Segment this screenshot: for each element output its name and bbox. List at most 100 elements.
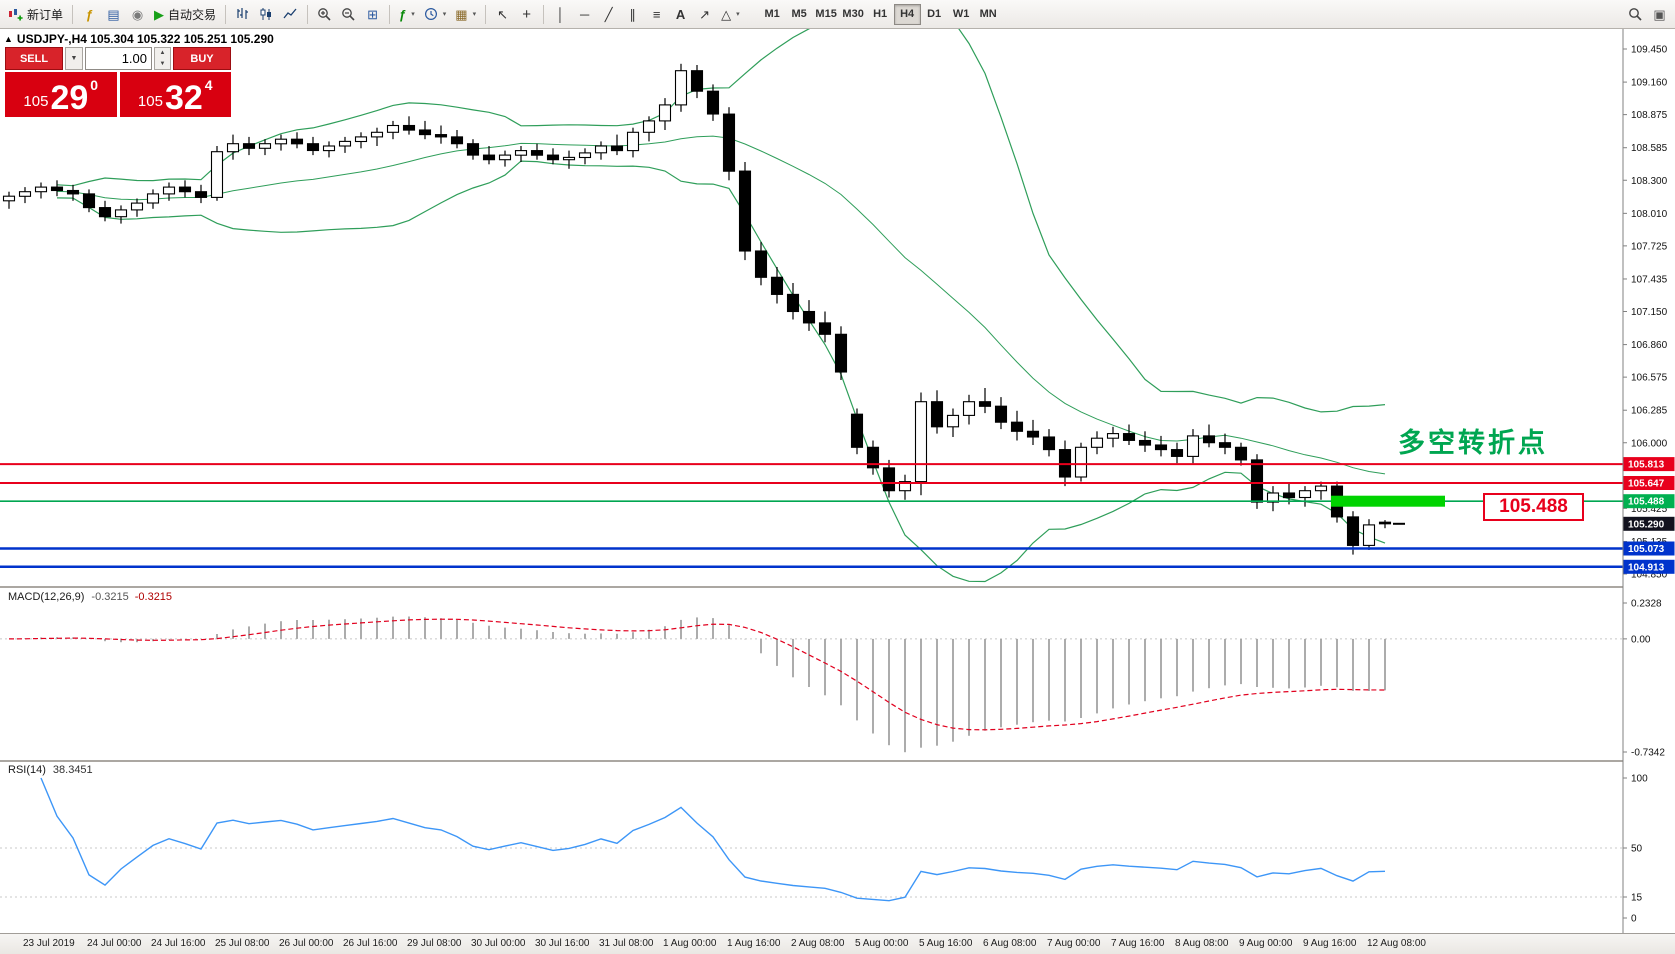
timeframe-m5-button[interactable]: M5 — [786, 4, 813, 25]
cursor-button[interactable]: ↖ — [491, 3, 514, 26]
time-label: 6 Aug 08:00 — [983, 938, 1037, 949]
svg-text:104.913: 104.913 — [1628, 562, 1665, 573]
indicators-button[interactable]: ƒ ▾ — [395, 3, 419, 26]
arrow-tool-button[interactable]: ↗ — [693, 3, 716, 26]
buy-button[interactable]: BUY — [173, 47, 231, 70]
time-label: 26 Jul 00:00 — [279, 938, 334, 949]
crosshair-button[interactable]: + — [515, 3, 538, 26]
bar-chart-button[interactable] — [231, 3, 254, 26]
line-chart-button[interactable] — [279, 3, 302, 26]
new-order-button[interactable]: 新订单 — [4, 3, 67, 26]
chevron-down-icon: ▾ — [442, 11, 447, 18]
metaeditor-button[interactable]: ƒ — [78, 3, 101, 26]
market-watch-button[interactable]: ▤ — [102, 3, 125, 26]
timeframe-w1-button[interactable]: W1 — [948, 4, 975, 25]
auto-trading-label: 自动交易 — [168, 7, 217, 22]
volume-dropdown-button[interactable]: ▼ — [65, 47, 83, 70]
svg-text:-0.7342: -0.7342 — [1631, 748, 1665, 759]
fibonacci-button[interactable]: ≡ — [645, 3, 668, 26]
auto-trading-button[interactable]: ▶ 自动交易 — [150, 3, 220, 26]
svg-text:0.2328: 0.2328 — [1631, 599, 1662, 610]
one-click-panel-toggle-icon[interactable]: ▲ — [4, 34, 13, 44]
templates-button[interactable]: ▦ ▾ — [451, 3, 480, 26]
periods-button[interactable]: ▾ — [420, 3, 451, 26]
main-chart[interactable]: 109.450 109.160 108.875 108.585 108.300 108.0… — [0, 29, 1675, 586]
svg-text:50: 50 — [1631, 844, 1643, 855]
new-order-icon — [8, 7, 23, 21]
svg-text:109.160: 109.160 — [1631, 78, 1668, 89]
zoom-in-button[interactable] — [313, 3, 336, 26]
sell-price-sup: 0 — [90, 77, 99, 93]
text-tool-icon: A — [675, 6, 686, 22]
tile-windows-button[interactable]: ⊞ — [361, 3, 384, 26]
svg-text:104.850: 104.850 — [1631, 570, 1668, 581]
shapes-icon: △ — [721, 6, 732, 22]
trendline-button[interactable]: ╱ — [597, 3, 620, 26]
sell-price-panel[interactable]: 105 29 0 — [5, 72, 117, 117]
rsi-name: RSI(14) — [8, 764, 46, 776]
highlight-segment[interactable] — [1331, 495, 1445, 507]
panel-separator[interactable] — [0, 760, 1675, 762]
zoom-in-icon — [317, 7, 332, 22]
panels-button[interactable]: ▣ — [1648, 3, 1671, 26]
time-label: 31 Jul 08:00 — [599, 938, 654, 949]
macd-main-value: -0.3215 — [91, 591, 129, 603]
macd-axis[interactable]: 0.2328 0.00 -0.7342 — [1622, 586, 1675, 760]
macd-panel[interactable]: 0.2328 0.00 -0.7342 — [0, 586, 1675, 760]
svg-text:108.875: 108.875 — [1631, 110, 1668, 121]
toolbar: 新订单 ƒ ▤ ◉ ▶ 自动交易 ⊞ ƒ ▾ ▾ ▦ ▾ ↖ + │ ─ ╱ ∥ ≡… — [0, 0, 1675, 29]
timeframe-h4-button[interactable]: H4 — [893, 3, 921, 25]
volume-stepper[interactable]: ▲ ▼ — [154, 47, 171, 70]
timeframe-h1-button[interactable]: H1 — [867, 4, 894, 25]
toolbar-separator — [307, 4, 309, 24]
annotation-text: 多空转折点 — [1398, 428, 1548, 458]
market-watch-icon: ▤ — [107, 6, 120, 22]
vertical-line-button[interactable]: │ — [549, 3, 572, 26]
panels-icon: ▣ — [1653, 6, 1666, 22]
text-tool-button[interactable]: A — [669, 3, 692, 26]
templates-icon: ▦ — [455, 6, 468, 22]
svg-text:108.300: 108.300 — [1631, 176, 1668, 187]
time-label: 26 Jul 16:00 — [343, 938, 398, 949]
time-label: 2 Aug 08:00 — [791, 938, 845, 949]
buy-price-sup: 4 — [204, 77, 213, 93]
navigator-button[interactable]: ◉ — [126, 3, 149, 26]
timeframe-m30-button[interactable]: M30 — [840, 4, 867, 25]
stepper-down-icon[interactable]: ▼ — [159, 60, 166, 67]
time-label: 25 Jul 08:00 — [215, 938, 270, 949]
horizontal-line-button[interactable]: ─ — [573, 3, 596, 26]
time-label: 1 Aug 00:00 — [663, 938, 717, 949]
timeframe-mn-button[interactable]: MN — [975, 4, 1002, 25]
time-label: 9 Aug 00:00 — [1239, 938, 1293, 949]
bollinger-bands — [56, 29, 1386, 583]
zoom-out-button[interactable] — [337, 3, 360, 26]
chevron-down-icon: ▾ — [736, 11, 740, 18]
cursor-icon: ↖ — [497, 6, 509, 22]
rsi-axis[interactable]: 100 50 15 0 — [1622, 760, 1675, 933]
buy-price-panel[interactable]: 105 32 4 — [119, 72, 231, 118]
time-label: 7 Aug 16:00 — [1111, 938, 1165, 949]
stepper-up-icon[interactable]: ▲ — [159, 50, 166, 57]
svg-text:108.585: 108.585 — [1631, 143, 1668, 154]
candlestick-chart-button[interactable] — [255, 3, 278, 26]
timeframe-m1-button[interactable]: M1 — [759, 4, 786, 25]
time-label: 12 Aug 08:00 — [1367, 938, 1426, 949]
symbol-ohlc-text: USDJPY-,H4 105.304 105.322 105.251 105.2… — [16, 32, 274, 46]
time-label: 9 Aug 16:00 — [1303, 938, 1357, 949]
channel-button[interactable]: ∥ — [621, 3, 644, 26]
volume-input[interactable] — [85, 47, 152, 70]
panel-separator[interactable] — [0, 586, 1675, 588]
svg-text:105.488: 105.488 — [1628, 497, 1665, 508]
timeframe-d1-button[interactable]: D1 — [921, 4, 948, 25]
trendline-icon: ╱ — [604, 6, 613, 22]
chevron-down-icon: ▾ — [411, 11, 415, 18]
search-button[interactable] — [1624, 3, 1647, 26]
timeframe-m15-button[interactable]: M15 — [813, 4, 840, 25]
time-axis[interactable]: 23 Jul 2019 24 Jul 00:00 24 Jul 16:00 25 Ju… — [0, 933, 1675, 954]
candles — [2, 63, 1392, 555]
sell-button[interactable]: SELL — [5, 47, 63, 70]
buy-price-big: 32 — [164, 79, 203, 118]
rsi-panel[interactable]: 100 50 15 0 — [0, 760, 1675, 933]
shapes-button[interactable]: △ ▾ — [717, 3, 744, 26]
